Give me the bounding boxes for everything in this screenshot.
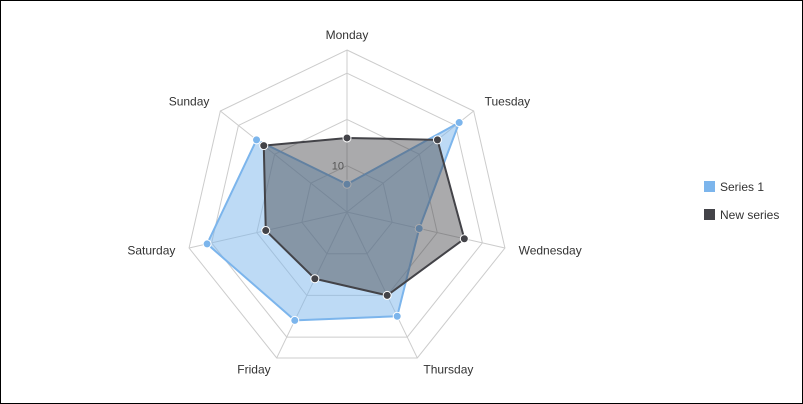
category-label-monday: Monday	[326, 28, 369, 42]
series-area-series-1	[206, 121, 461, 322]
category-label-tuesday: Tuesday	[485, 94, 531, 108]
grid-ring	[211, 72, 483, 338]
legend-label-series-1: Series 1	[720, 179, 765, 194]
series-area-new-series	[262, 136, 466, 297]
grid-ring	[188, 49, 506, 359]
data-point-series-1-sunday[interactable]	[252, 135, 262, 145]
legend-swatch-series-1	[704, 181, 715, 192]
legend-swatch-new-series	[704, 209, 715, 220]
series-layer	[202, 118, 469, 325]
data-point-new-series-tuesday[interactable]	[432, 135, 442, 145]
data-point-new-series-friday[interactable]	[310, 274, 320, 284]
data-point-series-1-monday[interactable]	[342, 179, 352, 189]
data-point-new-series-sunday[interactable]	[259, 141, 269, 151]
legend-item-new-series[interactable]: New series	[704, 207, 779, 222]
data-point-new-series-thursday[interactable]	[382, 290, 392, 300]
data-point-series-1-thursday[interactable]	[392, 311, 402, 321]
category-label-sunday: Sunday	[169, 94, 210, 108]
legend: Series 1 New series	[704, 179, 779, 235]
data-point-series-1-saturday[interactable]	[202, 239, 212, 249]
category-label-thursday: Thursday	[423, 363, 473, 377]
category-labels: 10 Monday Tuesday Wednesday Thursday Friday Sa…	[127, 28, 581, 377]
data-point-new-series-wednesday[interactable]	[459, 234, 469, 244]
tick-label: 10	[332, 161, 344, 173]
category-label-saturday: Saturday	[127, 243, 175, 257]
category-label-friday: Friday	[237, 363, 270, 377]
data-point-new-series-saturday[interactable]	[261, 226, 271, 236]
data-point-series-1-tuesday[interactable]	[454, 118, 464, 128]
legend-label-new-series: New series	[720, 207, 780, 222]
data-point-series-1-friday[interactable]	[290, 315, 300, 325]
legend-item-series-1[interactable]: Series 1	[704, 179, 779, 194]
category-label-wednesday: Wednesday	[519, 243, 582, 257]
data-point-new-series-monday[interactable]	[342, 133, 352, 143]
data-point-series-1-wednesday[interactable]	[414, 223, 424, 233]
